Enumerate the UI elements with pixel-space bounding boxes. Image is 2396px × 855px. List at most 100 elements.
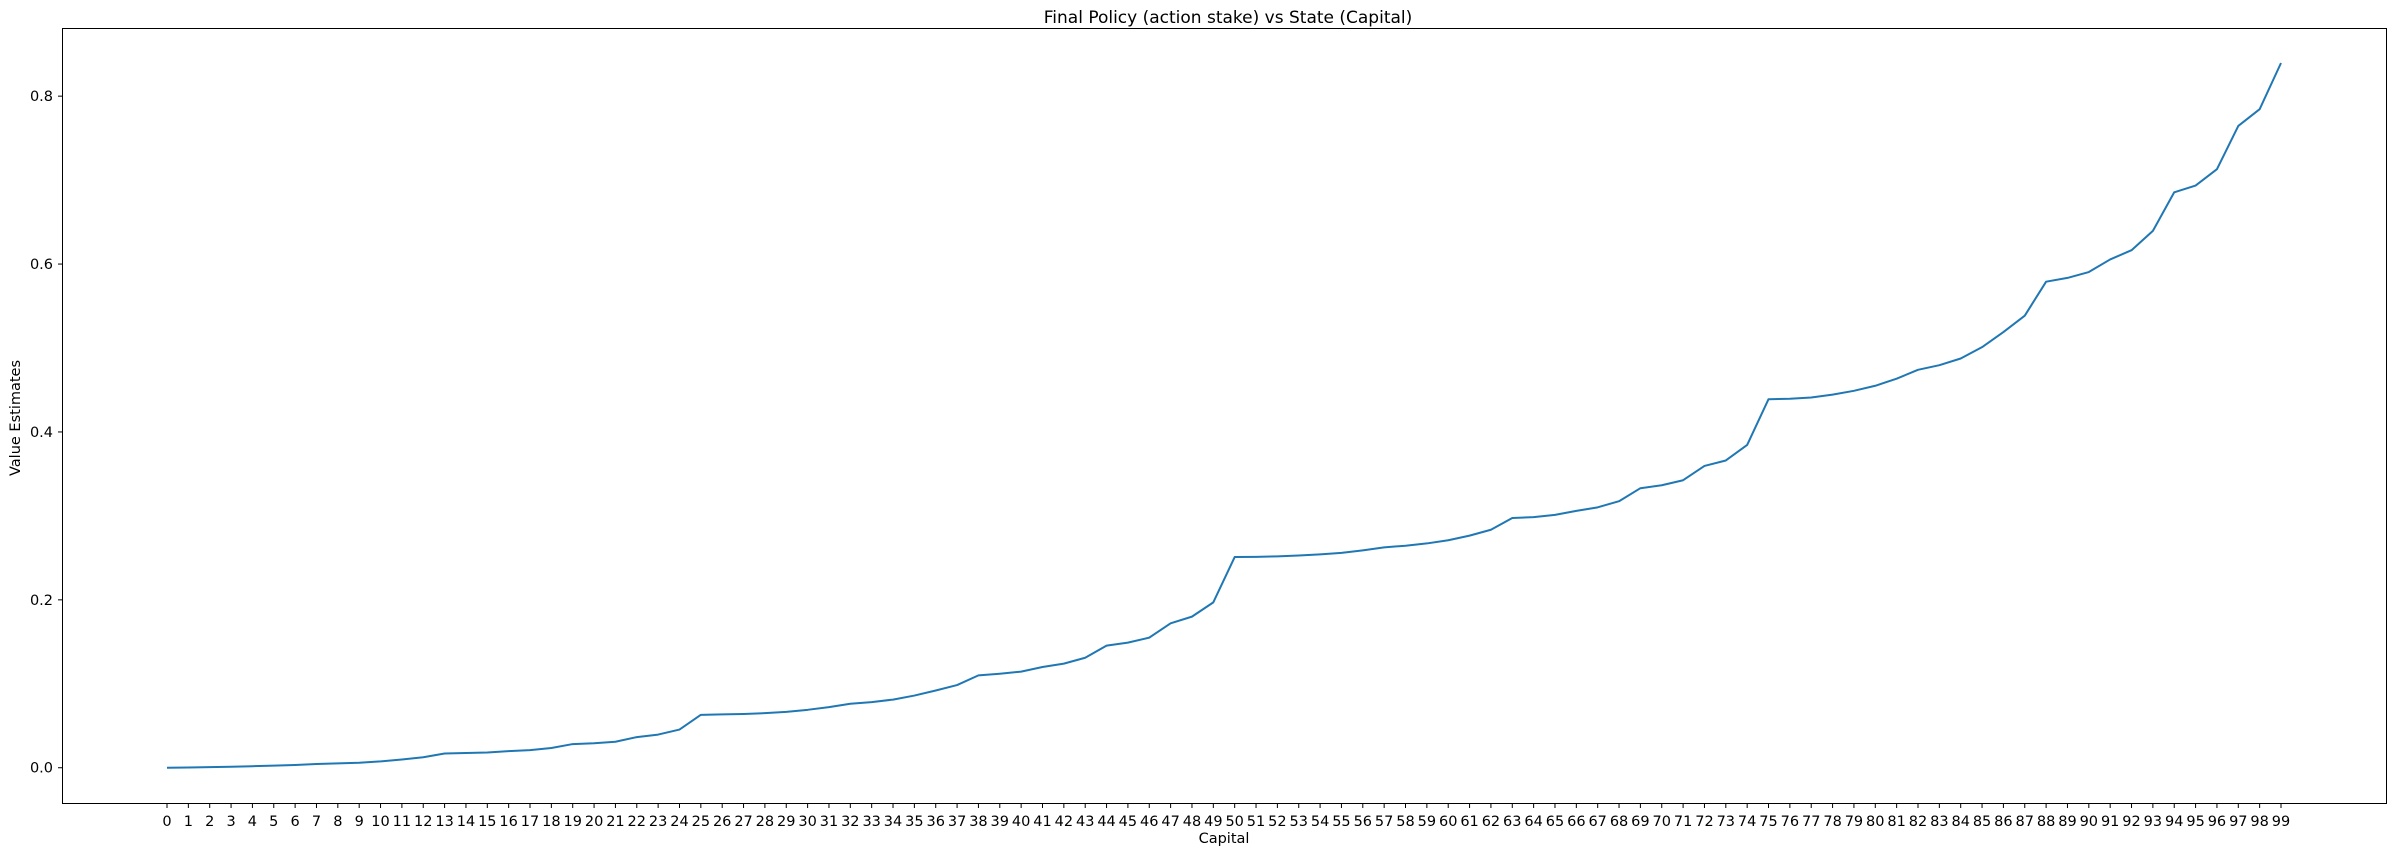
chart-title: Final Policy (action stake) vs State (Ca… [1044,8,1413,28]
x-tick-label: 77 [1802,814,1820,830]
x-tick-label: 88 [2037,814,2055,830]
x-tick-label: 56 [1354,814,1372,830]
x-tick-label: 44 [1097,814,1115,830]
x-tick-label: 40 [1012,814,1030,830]
series-line [166,62,2282,769]
x-tick-label: 34 [884,814,902,830]
x-tick-label: 17 [521,814,539,830]
x-tick-label: 2 [205,814,214,830]
x-tick-label: 66 [1567,814,1585,830]
x-tick-label: 31 [820,814,838,830]
x-tick-label: 23 [649,814,667,830]
x-tick-label: 69 [1631,814,1649,830]
x-tick-label: 81 [1887,814,1905,830]
x-tick-label: 63 [1503,814,1521,830]
x-tick-label: 67 [1588,814,1606,830]
x-tick-label: 24 [670,814,688,830]
x-tick-label: 52 [1268,814,1286,830]
x-tick-label: 36 [927,814,945,830]
x-tick-label: 37 [948,814,966,830]
x-tick-label: 16 [499,814,517,830]
x-tick-label: 10 [371,814,389,830]
x-tick-label: 18 [542,814,560,830]
x-tick-label: 53 [1290,814,1308,830]
x-tick-label: 50 [1225,814,1243,830]
x-tick-label: 15 [478,814,496,830]
x-tick-label: 86 [1994,814,2012,830]
x-tick-label: 35 [905,814,923,830]
x-tick-label: 57 [1375,814,1393,830]
x-tick-label: 61 [1460,814,1478,830]
x-tick-label: 58 [1396,814,1414,830]
x-tick-label: 11 [393,814,411,830]
x-tick-label: 5 [269,814,278,830]
y-axis-label: Value Estimates [8,360,24,476]
x-tick-label: 26 [713,814,731,830]
x-tick-label: 1 [184,814,193,830]
x-tick-label: 22 [628,814,646,830]
x-tick-label: 7 [312,814,321,830]
x-tick-label: 43 [1076,814,1094,830]
x-tick-label: 45 [1119,814,1137,830]
x-tick-label: 85 [1973,814,1991,830]
x-tick-label: 82 [1909,814,1927,830]
x-tick-label: 12 [414,814,432,830]
x-tick-label: 84 [1951,814,1969,830]
x-tick-label: 78 [1823,814,1841,830]
x-tick-label: 14 [457,814,475,830]
y-tick-label: 0.2 [30,593,53,609]
x-tick-label: 48 [1183,814,1201,830]
y-tick-label: 0.8 [30,89,53,105]
x-tick-label: 64 [1524,814,1542,830]
x-tick-label: 99 [2272,814,2290,830]
x-axis-label: Capital [1199,831,1250,847]
x-tick-label: 90 [2080,814,2098,830]
x-tick-label: 96 [2208,814,2226,830]
x-tick-label: 25 [692,814,710,830]
x-tick-label: 60 [1439,814,1457,830]
x-tick-label: 62 [1482,814,1500,830]
x-tick-label: 87 [2016,814,2034,830]
x-tick-label: 74 [1738,814,1756,830]
x-tick-label: 91 [2101,814,2119,830]
y-tick-label: 0.4 [30,425,53,441]
x-tick-label: 13 [435,814,453,830]
x-tick-label: 75 [1759,814,1777,830]
x-tick-label: 3 [226,814,235,830]
x-tick-label: 55 [1332,814,1350,830]
x-tick-label: 29 [777,814,795,830]
x-tick-label: 46 [1140,814,1158,830]
x-tick-label: 9 [355,814,364,830]
x-tick-label: 20 [585,814,603,830]
x-tick-label: 19 [563,814,581,830]
x-tick-label: 28 [756,814,774,830]
x-tick-label: 71 [1674,814,1692,830]
x-tick-label: 65 [1546,814,1564,830]
x-tick-label: 6 [291,814,300,830]
x-tick-label: 68 [1610,814,1628,830]
x-tick-label: 76 [1781,814,1799,830]
x-tick-label: 41 [1033,814,1051,830]
x-tick-label: 73 [1717,814,1735,830]
x-tick-label: 30 [798,814,816,830]
x-tick-label: 32 [841,814,859,830]
x-tick-label: 98 [2250,814,2268,830]
x-tick-label: 59 [1418,814,1436,830]
x-tick-label: 51 [1247,814,1265,830]
x-tick-label: 27 [734,814,752,830]
x-tick-label: 8 [333,814,342,830]
plot-frame [62,28,2387,804]
x-tick-label: 39 [991,814,1009,830]
x-tick-label: 54 [1311,814,1329,830]
y-tick-label: 0.6 [30,257,53,273]
y-axis-ticks: 0.0 0.2 0.4 0.6 0.8 [30,89,63,777]
x-tick-label: 92 [2122,814,2140,830]
x-axis-ticks: 0 1 2 3 4 5 6 7 8 9 10 11 12 13 14 15 16 17 18 19 20 21 22 23 24… [162,803,2290,830]
x-tick-label: 80 [1866,814,1884,830]
x-tick-label: 49 [1204,814,1222,830]
x-tick-label: 42 [1055,814,1073,830]
x-tick-label: 72 [1695,814,1713,830]
x-tick-label: 4 [248,814,257,830]
x-tick-label: 93 [2144,814,2162,830]
x-tick-label: 21 [606,814,624,830]
